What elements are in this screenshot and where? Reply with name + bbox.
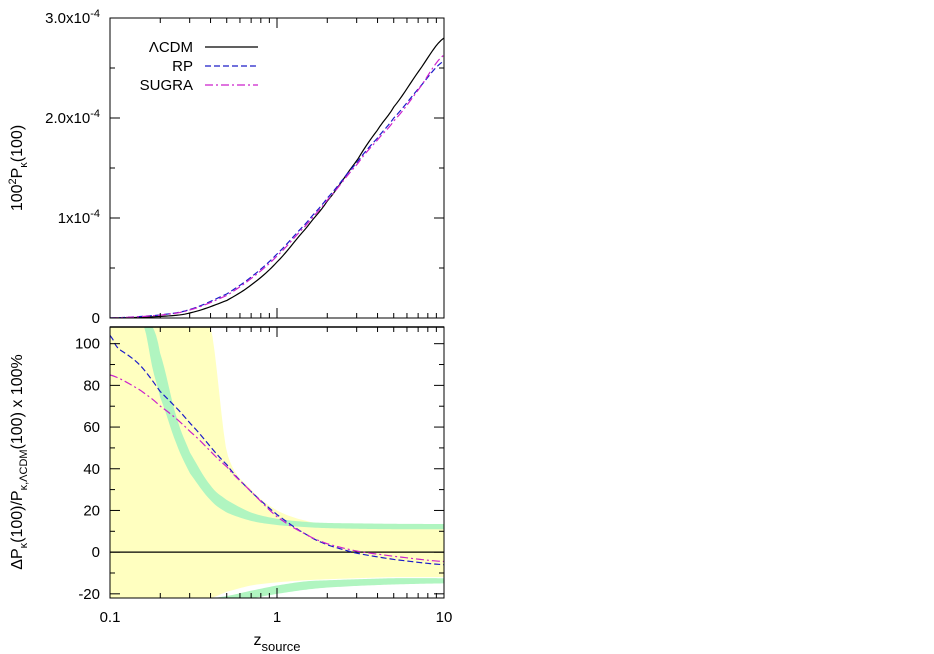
- bottom-y-axis-label: ΔPκ(100)/Pκ,ΛCDM(100) x 100%: [9, 354, 30, 569]
- legend-label: RP: [172, 58, 193, 75]
- bottom-y-tick-label: -20: [78, 586, 100, 603]
- bottom-y-tick-label: 60: [83, 419, 100, 436]
- green-band-lower: [144, 578, 444, 598]
- bottom-y-tick-label: 0: [92, 544, 100, 561]
- bottom-y-tick-label: 80: [83, 377, 100, 394]
- bottom-panel-bands: [110, 327, 444, 598]
- bottom-y-tick-label: 20: [83, 502, 100, 519]
- yellow-band: [110, 327, 444, 598]
- x-tick-label: 10: [436, 609, 453, 626]
- x-tick-label: 1: [273, 609, 281, 626]
- bottom-y-tick-label: 100: [75, 336, 100, 353]
- x-axis-label: zsource: [253, 632, 300, 654]
- legend: ΛCDM RP SUGRA: [140, 39, 258, 94]
- bottom-series-rp-line: [110, 334, 444, 566]
- top-y-axis-label: 1002Pκ(100): [7, 125, 30, 211]
- top-y-tick-label: 2.0x10-4: [45, 108, 100, 127]
- top-panel-frame: [109, 17, 445, 319]
- top-y-tick-label: 0: [92, 310, 100, 327]
- bottom-panel-curves: [110, 334, 444, 566]
- top-series-sugra-line: [110, 54, 444, 318]
- bottom-y-tick-label: 40: [83, 461, 100, 478]
- top-series-rp-line: [110, 60, 444, 318]
- top-y-tick-label: 1x10-4: [58, 208, 100, 227]
- legend-label: SUGRA: [140, 77, 193, 94]
- legend-label: ΛCDM: [149, 39, 193, 56]
- axis-tick-labels: 0 1x10-4 2.0x10-4 3.0x10-4 -20 0 20 40 60 80 100 0.…: [45, 8, 452, 626]
- x-tick-label: 0.1: [100, 609, 121, 626]
- top-panel-curves: [110, 37, 444, 318]
- top-series-cdm-line: [110, 37, 444, 318]
- top-y-tick-label: 3.0x10-4: [45, 8, 100, 27]
- axis-ticks: [109, 17, 445, 598]
- bottom-series-sugra-line: [110, 374, 444, 563]
